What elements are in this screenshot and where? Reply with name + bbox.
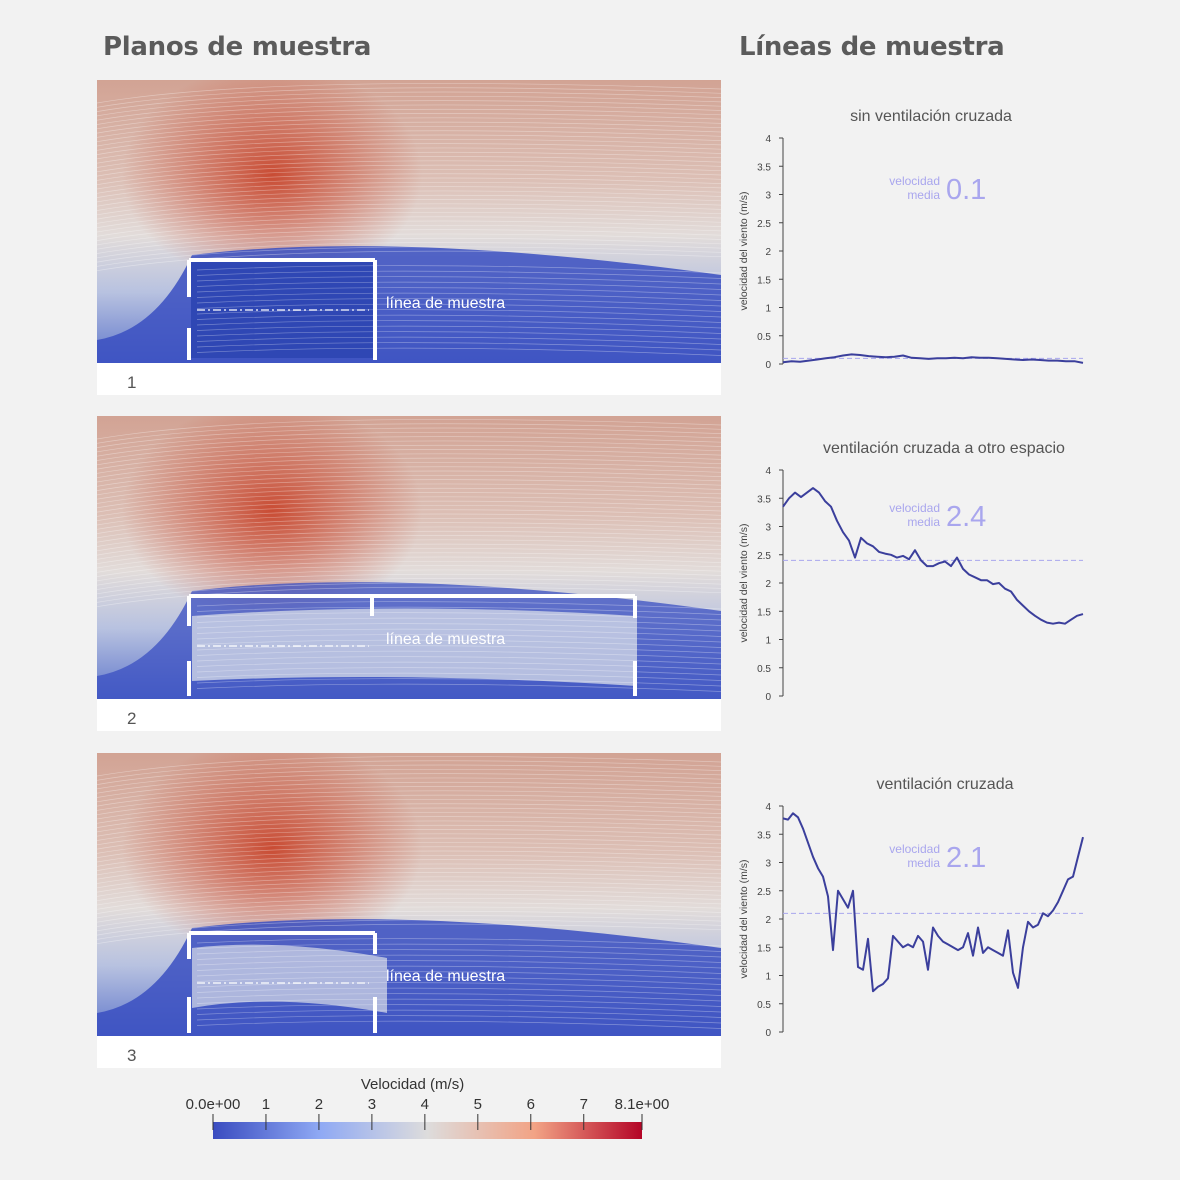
colorbar-tick-label: 4 [421,1096,429,1113]
colorbar-tick-label: 8.1e+00 [615,1096,670,1113]
y-axis-label: velocidad del viento (m/s) [738,859,750,978]
colorbar-gradient [213,1122,642,1139]
chart-title: sin ventilación cruzada [850,108,1012,125]
high-velocity-zone [122,80,422,285]
y-tick-label: 1.5 [757,607,771,618]
y-tick-label: 2 [765,915,771,926]
colorbar-tick-label: 2 [315,1096,323,1113]
colorbar-tick-label: 7 [580,1096,588,1113]
high-velocity-zone [122,753,422,958]
mean-label: media [907,856,940,870]
y-tick-label: 1 [765,636,771,647]
flow-field-1: 1 línea de muestra [97,80,721,395]
y-tick-label: 0.5 [757,1000,771,1011]
colorbar-title: Velocidad (m/s) [361,1076,464,1093]
y-tick-label: 2.5 [757,219,771,230]
colorbar-tick-label: 0.0e+00 [186,1096,241,1113]
heading-lines: Líneas de muestra [739,32,1005,62]
chart-svg: 0 0.5 1 1.5 2 2.5 3 3.5 4 velocidad del viento (m… [738,802,1084,1039]
mean-label: media [907,188,940,202]
y-tick-label: 0 [765,692,771,703]
colorbar-tick-label: 6 [527,1096,535,1113]
mean-label: velocidad [889,842,940,856]
sample-plane-1: 1 línea de muestra [97,80,721,395]
y-tick-label: 3.5 [757,494,771,505]
axis-strip [97,363,721,395]
interior-flow [192,608,637,686]
flow-field-3: 3 línea de muestra [97,753,721,1068]
sample-plane-3: 3 línea de muestra [97,753,721,1068]
y-tick-label: 3 [765,191,771,202]
colorbar-tick-label: 5 [474,1096,482,1113]
y-tick-label: 1.5 [757,275,771,286]
plane-number: 2 [127,709,136,728]
chart-svg: 0 0.5 1 1.5 2 2.5 3 3.5 4 velocidad del viento (m… [738,466,1084,703]
flow-field-2: 2 línea de muestra [97,416,721,731]
mean-label: velocidad [889,174,940,188]
y-tick-label: 4 [765,466,771,477]
mean-value: 2.4 [946,501,986,533]
y-tick-label: 3.5 [757,830,771,841]
interior-flow [192,944,387,1013]
mean-label: velocidad [889,501,940,515]
line-chart-2: ventilación cruzada a otro espacio 0 0.5 1… [725,437,1105,747]
colorbar-tick-label: 3 [368,1096,376,1113]
series-line [782,487,1084,625]
y-tick-label: 2.5 [757,887,771,898]
axis-strip [97,699,721,731]
y-tick-label: 1 [765,972,771,983]
y-tick-label: 0.5 [757,664,771,675]
axis-strip [97,1036,721,1068]
sample-plane-2: 2 línea de muestra [97,416,721,731]
plane-number: 3 [127,1046,136,1065]
streamlines [97,419,721,692]
plane-number: 1 [127,373,136,392]
high-velocity-zone [122,416,422,621]
y-tick-label: 4 [765,802,771,813]
series-line [782,812,1084,993]
y-tick-label: 2 [765,247,771,258]
y-tick-label: 3 [765,523,771,534]
mean-label: media [907,515,940,529]
y-axis-label: velocidad del viento (m/s) [738,191,750,310]
sample-line-label: línea de muestra [386,631,505,648]
y-tick-label: 1 [765,304,771,315]
y-tick-label: 0 [765,360,771,371]
chart-svg: 0 0.5 1 1.5 2 2.5 3 3.5 4 velocidad del viento (m… [738,134,1084,371]
chart-title: ventilación cruzada a otro espacio [823,440,1065,457]
mean-value: 2.1 [946,842,986,874]
y-tick-label: 3 [765,859,771,870]
y-axis-label: velocidad del viento (m/s) [738,523,750,642]
y-tick-label: 2 [765,579,771,590]
colorbar-tick-label: 1 [262,1096,270,1113]
chart-title: ventilación cruzada [876,776,1014,793]
y-tick-label: 1.5 [757,943,771,954]
streamlines [97,756,721,1029]
mean-value: 0.1 [946,174,986,206]
line-chart-1: sin ventilación cruzada 0 0.5 1 1.5 2 2.5 3 3.5… [725,105,1105,415]
sample-line-label: línea de muestra [386,968,505,985]
streamlines [97,83,721,356]
y-tick-label: 3.5 [757,162,771,173]
y-tick-label: 0 [765,1028,771,1039]
y-tick-label: 4 [765,134,771,145]
line-chart-3: ventilación cruzada 0 0.5 1 1.5 2 2.5 3 3.5 4 vel… [725,773,1105,1083]
colorbar-svg: Velocidad (m/s) 0.0e+00 1 2 3 4 5 6 7 8.1e+00 [186,1076,670,1139]
series-line [782,353,1084,364]
heading-planes: Planos de muestra [103,32,372,62]
y-tick-label: 2.5 [757,551,771,562]
sample-line-label: línea de muestra [386,295,505,312]
y-tick-label: 0.5 [757,332,771,343]
velocity-colorbar: Velocidad (m/s) 0.0e+00 1 2 3 4 5 6 7 8.1e+00 [150,1074,710,1154]
